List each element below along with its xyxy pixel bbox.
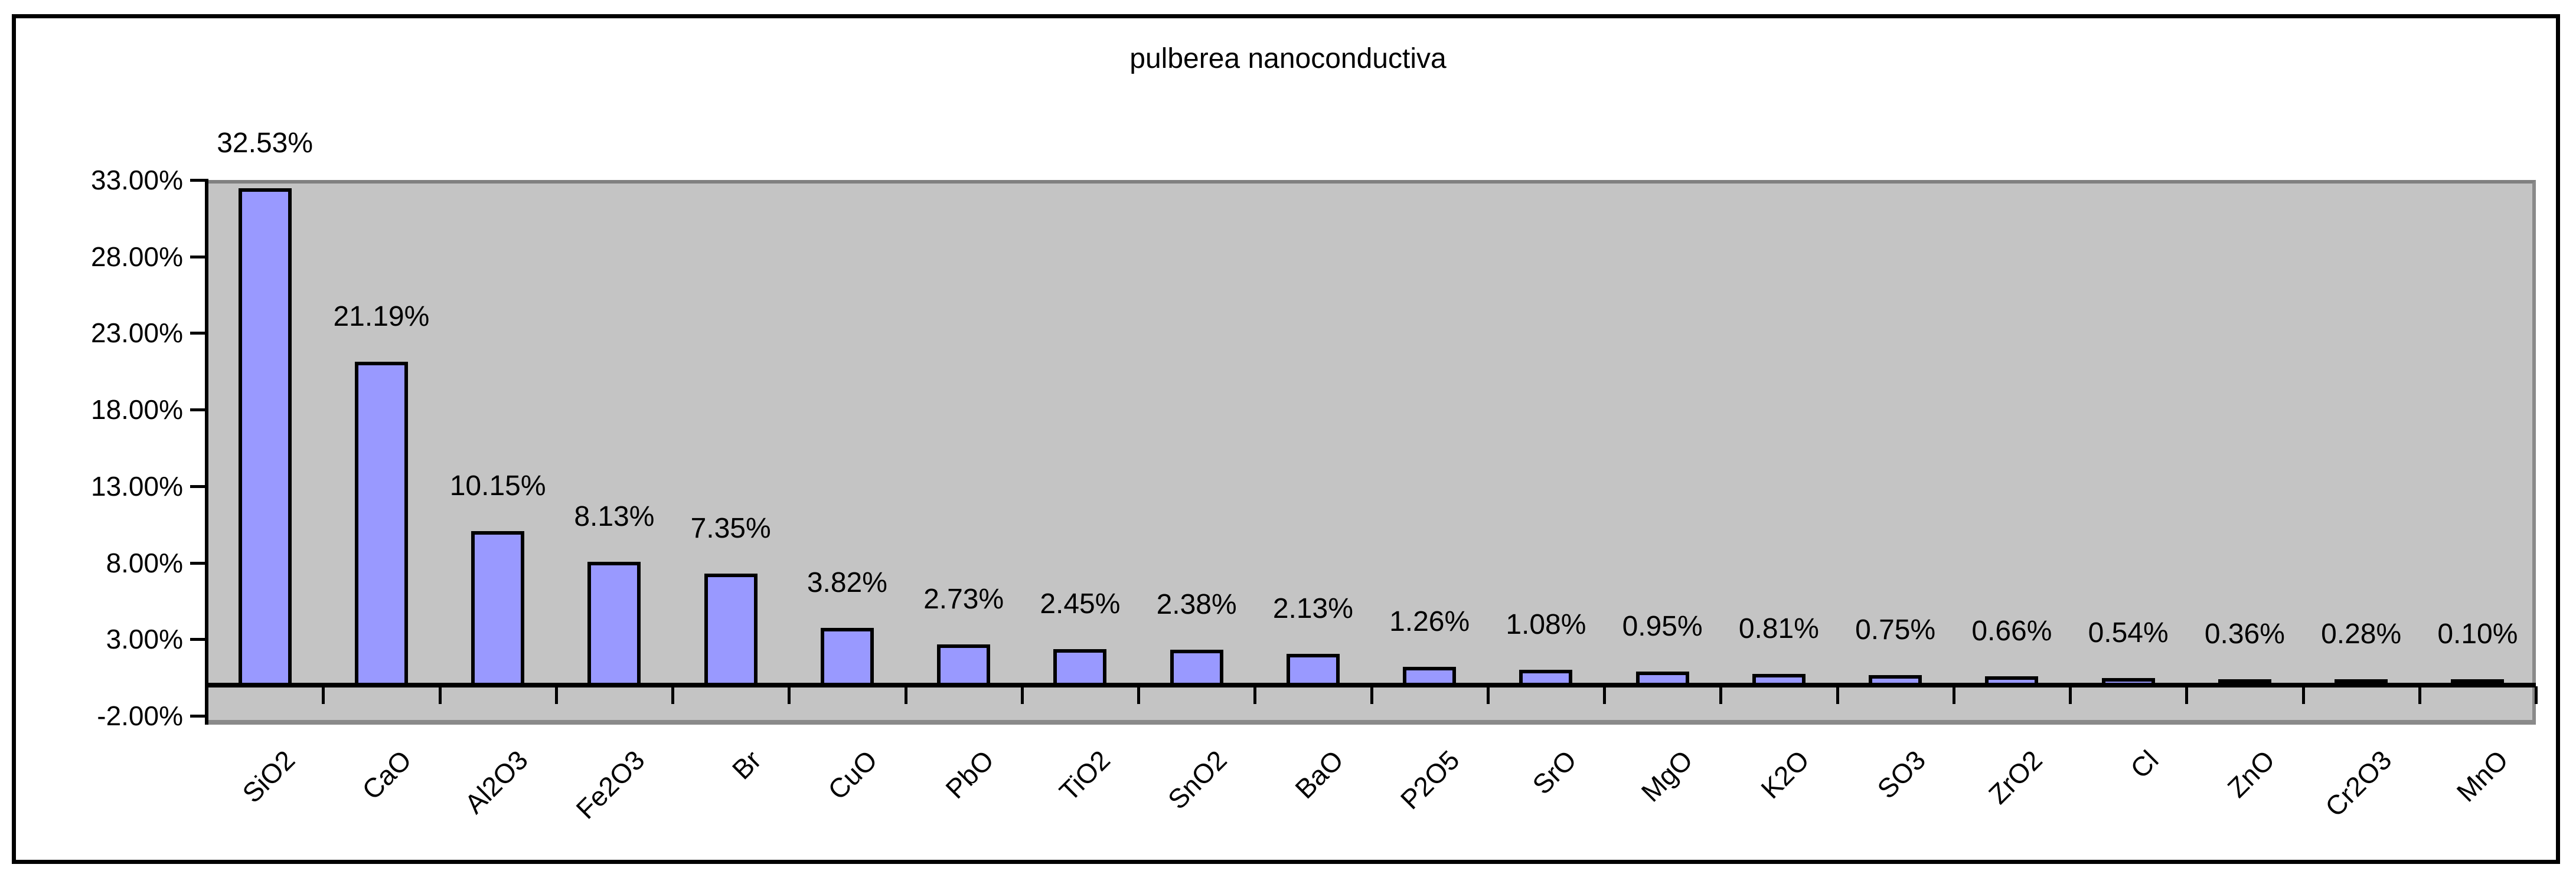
bar-SO3 [1869, 675, 1922, 687]
data-label-ZrO2: 0.66% [1971, 615, 2052, 647]
bar-Al2O3 [471, 531, 525, 687]
bar-SiO2 [238, 188, 292, 687]
y-axis-tick [190, 255, 207, 258]
bar-Fe2O3 [587, 562, 641, 687]
x-axis-tick [1952, 686, 1955, 704]
x-axis-tick [1020, 686, 1024, 704]
data-label-CaO: 21.19% [333, 301, 430, 333]
y-axis-tick-label: 28.00% [90, 241, 183, 272]
bar-Cr2O3 [2335, 679, 2388, 687]
y-axis-tick [190, 561, 207, 565]
x-axis-tick [1836, 686, 1839, 704]
x-axis-tick [1486, 686, 1490, 704]
y-axis-tick-label: 18.00% [90, 394, 183, 425]
data-label-BaO: 2.13% [1272, 592, 1353, 624]
y-axis-tick [190, 179, 207, 182]
bar-P2O5 [1403, 667, 1457, 687]
bar-Br [704, 574, 758, 687]
data-label-Al2O3: 10.15% [449, 470, 546, 502]
bar-ZnO [2218, 679, 2271, 687]
x-axis-tick [904, 686, 907, 704]
y-axis-tick-label: 3.00% [106, 624, 183, 655]
data-label-ZnO: 0.36% [2204, 618, 2285, 650]
bar-ZrO2 [1985, 676, 2039, 687]
x-axis-tick [2069, 686, 2072, 704]
bar-SnO2 [1170, 650, 1223, 687]
x-axis-tick [322, 686, 325, 704]
data-label-SrO: 1.08% [1506, 609, 1586, 641]
data-label-SiO2: 32.53% [217, 127, 314, 159]
y-axis-tick [190, 715, 207, 718]
data-label-Cl: 0.54% [2088, 617, 2169, 649]
bar-K2O [1752, 674, 1806, 687]
x-axis-tick [788, 686, 791, 704]
x-axis-tick [2535, 686, 2538, 704]
bar-MnO [2451, 679, 2505, 687]
y-axis-tick-label: 13.00% [90, 470, 183, 502]
y-axis-tick-label: -2.00% [97, 700, 183, 731]
y-axis-tick [190, 484, 207, 488]
y-axis-tick-label: 33.00% [90, 165, 183, 195]
data-label-CuO: 3.82% [807, 567, 887, 598]
bar-PbO [937, 644, 991, 687]
x-axis-tick [1719, 686, 1723, 704]
x-axis-tick [671, 686, 674, 704]
data-label-MnO: 0.10% [2437, 618, 2518, 650]
y-axis-tick [190, 638, 207, 641]
data-label-TiO2: 2.45% [1040, 588, 1121, 620]
data-label-MgO: 0.95% [1622, 611, 1703, 643]
data-label-P2O5: 1.26% [1389, 606, 1470, 638]
x-axis-tick [1137, 686, 1140, 704]
bar-CuO [820, 628, 874, 687]
bar-SrO [1519, 670, 1573, 687]
bar-MgO [1635, 672, 1689, 687]
y-axis-tick [190, 408, 207, 412]
data-label-K2O: 0.81% [1738, 613, 1819, 645]
data-label-Br: 7.35% [690, 513, 771, 545]
x-axis-tick [1603, 686, 1606, 704]
x-axis-baseline [207, 683, 2536, 687]
data-label-Cr2O3: 0.28% [2321, 618, 2402, 650]
x-axis-tick [554, 686, 558, 704]
data-label-PbO: 2.73% [923, 584, 1004, 615]
x-axis-tick [438, 686, 442, 704]
x-axis-tick [2185, 686, 2189, 704]
chart-title: pulberea nanoconductiva [1129, 43, 1447, 74]
data-label-SO3: 0.75% [1855, 614, 1936, 646]
bar-TiO2 [1053, 649, 1107, 687]
x-axis-tick [2301, 686, 2305, 704]
bar-BaO [1286, 653, 1340, 687]
data-label-Fe2O3: 8.13% [574, 501, 655, 533]
data-label-SnO2: 2.38% [1156, 589, 1237, 621]
y-axis-line [205, 179, 208, 725]
x-axis-tick [1253, 686, 1257, 704]
y-axis-tick-label: 23.00% [90, 317, 183, 349]
bar-Cl [2101, 678, 2155, 687]
x-axis-tick [1370, 686, 1373, 704]
bar-CaO [354, 362, 408, 687]
y-axis-tick-label: 8.00% [106, 547, 183, 578]
x-axis-tick [2418, 686, 2421, 704]
y-axis-tick [190, 332, 207, 335]
